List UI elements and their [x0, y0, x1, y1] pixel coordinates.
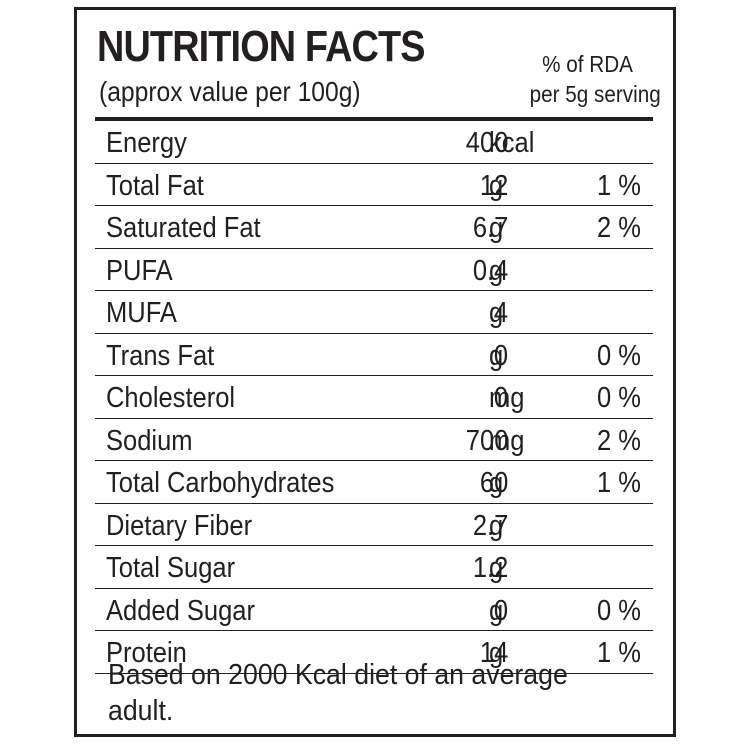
- nutrient-name: Cholesterol: [106, 382, 236, 414]
- nutrient-unit: g: [489, 594, 504, 627]
- nutrient-row-dietary-fiber: Dietary Fiber 2.7 g: [95, 504, 653, 546]
- diet-footnote: Based on 2000 Kcal diet of an average ad…: [108, 659, 568, 727]
- nutrient-rda: 2 %: [597, 424, 641, 457]
- nutrient-name: Protein: [106, 637, 187, 669]
- nutrient-row-sodium: Sodium 700 mg 2 %: [95, 419, 653, 461]
- nutrient-name: Total Fat: [106, 169, 204, 202]
- nutrient-rda: 0 %: [597, 382, 641, 414]
- nutrient-row-cholesterol: Cholesterol 0 mg 0 %: [95, 376, 653, 419]
- nutrient-row-total-fat: Total Fat 12 g 1 %: [95, 164, 653, 206]
- nutrient-name: Dietary Fiber: [106, 509, 253, 542]
- rda-header-line1: % of RDA: [542, 51, 633, 77]
- nutrient-row-saturated-fat: Saturated Fat 6.7 g 2 %: [95, 206, 653, 249]
- nutrient-row-trans-fat: Trans Fat 0 g 0 %: [95, 334, 653, 376]
- nutrient-amount: 0: [493, 339, 508, 372]
- nutrient-amount: 6.7: [472, 212, 508, 244]
- nutrient-unit: g: [489, 637, 504, 669]
- nutrient-row-mufa: MUFA 4 g: [95, 291, 653, 334]
- nutrient-amount: 0.4: [472, 254, 508, 287]
- nutrient-unit: g: [489, 254, 504, 287]
- nutrient-amount: 1.2: [472, 552, 508, 584]
- nutrient-rda: 1 %: [597, 169, 641, 202]
- nutrient-unit: g: [489, 509, 504, 542]
- nutrient-amount: 400: [465, 127, 508, 159]
- nutrient-unit: mg: [489, 424, 525, 457]
- nutrient-amount: 700: [465, 424, 508, 457]
- nutrient-name: PUFA: [106, 254, 173, 287]
- header-divider: [95, 117, 653, 121]
- nutrient-rda: 0 %: [597, 594, 641, 627]
- nutrient-amount: 2.7: [472, 509, 508, 542]
- nutrient-amount: 0: [493, 594, 508, 627]
- nutrient-unit: g: [489, 552, 504, 584]
- nutrient-rda: 0 %: [597, 339, 641, 372]
- nutrient-row-pufa: PUFA 0.4 g: [95, 249, 653, 291]
- nutrient-table: Energy 400 kcal Total Fat 12 g 1 % Satur…: [95, 121, 653, 674]
- nutrient-rda: 1 %: [597, 637, 641, 669]
- nutrient-row-added-sugar: Added Sugar 0 g 0 %: [95, 589, 653, 631]
- nutrient-unit: g: [489, 169, 504, 202]
- label-title: NUTRITION FACTS: [97, 22, 426, 71]
- nutrient-unit: g: [489, 212, 504, 244]
- nutrient-row-total-carbohydrates: Total Carbohydrates 60 g 1 %: [95, 461, 653, 504]
- nutrient-name: Total Sugar: [106, 552, 236, 584]
- nutrient-unit: g: [489, 297, 504, 329]
- nutrient-unit: g: [489, 339, 504, 372]
- nutrient-unit: mg: [489, 382, 525, 414]
- nutrient-name: MUFA: [106, 297, 177, 329]
- nutrient-row-protein: Protein 14 g 1 %: [95, 631, 653, 674]
- nutrient-name: Added Sugar: [106, 594, 255, 627]
- nutrient-name: Total Carbohydrates: [106, 467, 335, 499]
- nutrient-unit: kcal: [489, 127, 535, 159]
- nutrient-amount: 0: [493, 382, 508, 414]
- nutrient-amount: 14: [479, 637, 508, 669]
- nutrient-unit: g: [489, 467, 504, 499]
- nutrient-rda: 2 %: [597, 212, 641, 244]
- nutrient-row-energy: Energy 400 kcal: [95, 121, 653, 164]
- nutrient-name: Sodium: [106, 424, 193, 457]
- nutrient-amount: 12: [479, 169, 508, 202]
- nutrient-row-total-sugar: Total Sugar 1.2 g: [95, 546, 653, 589]
- label-subtitle: (approx value per 100g): [99, 76, 361, 107]
- nutrition-facts-panel: NUTRITION FACTS (approx value per 100g) …: [74, 7, 676, 737]
- nutrient-amount: 4: [493, 297, 508, 329]
- rda-header-line2: per 5g serving: [529, 81, 661, 107]
- nutrient-rda: 1 %: [597, 467, 641, 499]
- nutrient-amount: 60: [479, 467, 508, 499]
- nutrient-name: Energy: [106, 127, 187, 159]
- nutrient-name: Trans Fat: [106, 339, 215, 372]
- nutrient-name: Saturated Fat: [106, 212, 261, 244]
